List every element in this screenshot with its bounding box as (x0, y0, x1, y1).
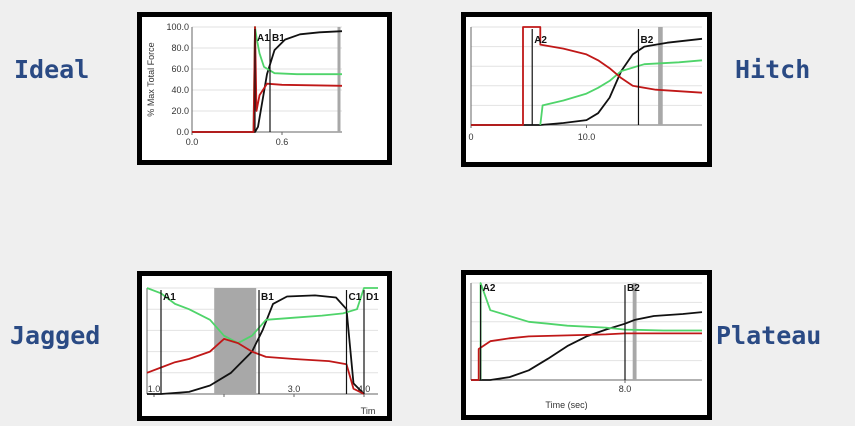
y-axis-label: % Max Total Force (146, 42, 156, 116)
marker-label: B2 (640, 35, 653, 46)
chart-panel-plateau: 8.0 Time (sec) A2 B2 (461, 270, 712, 420)
series-line-black (192, 30, 343, 133)
x-tick-label: 0.6 (276, 137, 289, 147)
series-line-red (471, 26, 703, 126)
x-axis-label: Time (sec) (545, 400, 587, 410)
marker-label: B2 (627, 283, 640, 294)
marker-label: B1 (261, 292, 274, 303)
y-tick-label: 80.0 (171, 43, 189, 53)
series-line-green (539, 59, 703, 126)
y-tick-label: 100.0 (166, 22, 189, 32)
series-line-black (147, 294, 365, 395)
label-jagged: Jagged (10, 321, 101, 350)
y-tick-label: 60.0 (171, 64, 189, 74)
marker-label: D1 (366, 292, 379, 303)
x-tick-label: 0.0 (186, 137, 199, 147)
chart-hitch: 0 10.0 A2 B2 (466, 17, 707, 162)
y-tick-label: 20.0 (171, 106, 189, 116)
marker-label: B1 (272, 33, 285, 44)
series-line-green (146, 287, 378, 344)
chart-plateau: 8.0 Time (sec) A2 B2 (466, 275, 707, 415)
series-line-red (146, 338, 365, 395)
label-ideal: Ideal (14, 55, 90, 84)
label-plateau: Plateau (716, 321, 822, 350)
series-line-red (192, 26, 343, 133)
y-tick-label: 40.0 (171, 85, 189, 95)
cursor-band (337, 27, 341, 132)
series-line-red (471, 332, 702, 381)
y-tick-label: 0.0 (176, 127, 189, 137)
cursor-band (658, 27, 663, 125)
marker-label: A1 (163, 292, 176, 303)
marker-label: A2 (534, 35, 547, 46)
x-tick-label: 1.0 (148, 384, 161, 394)
x-tick-label: 3.0 (288, 384, 301, 394)
x-tick-label: 10.0 (578, 132, 596, 142)
label-hitch: Hitch (735, 55, 811, 84)
x-tick-label: 8.0 (619, 384, 632, 394)
x-axis-label: Tim (361, 406, 376, 416)
chart-panel-hitch: 0 10.0 A2 B2 (461, 12, 712, 167)
series-line-black (471, 37, 703, 126)
marker-label: A1 (257, 33, 270, 44)
marker-label: C1 (349, 292, 362, 303)
cursor-band (632, 283, 637, 380)
chart-panel-ideal: 100.0 80.0 60.0 40.0 20.0 0.0 % Max Total Forc… (137, 12, 392, 165)
chart-ideal: 100.0 80.0 60.0 40.0 20.0 0.0 % Max Total Forc… (142, 17, 387, 160)
series-line-black (471, 311, 703, 381)
x-tick-label: 0 (468, 132, 473, 142)
series-line-green (479, 282, 702, 380)
marker-label: A2 (483, 283, 496, 294)
